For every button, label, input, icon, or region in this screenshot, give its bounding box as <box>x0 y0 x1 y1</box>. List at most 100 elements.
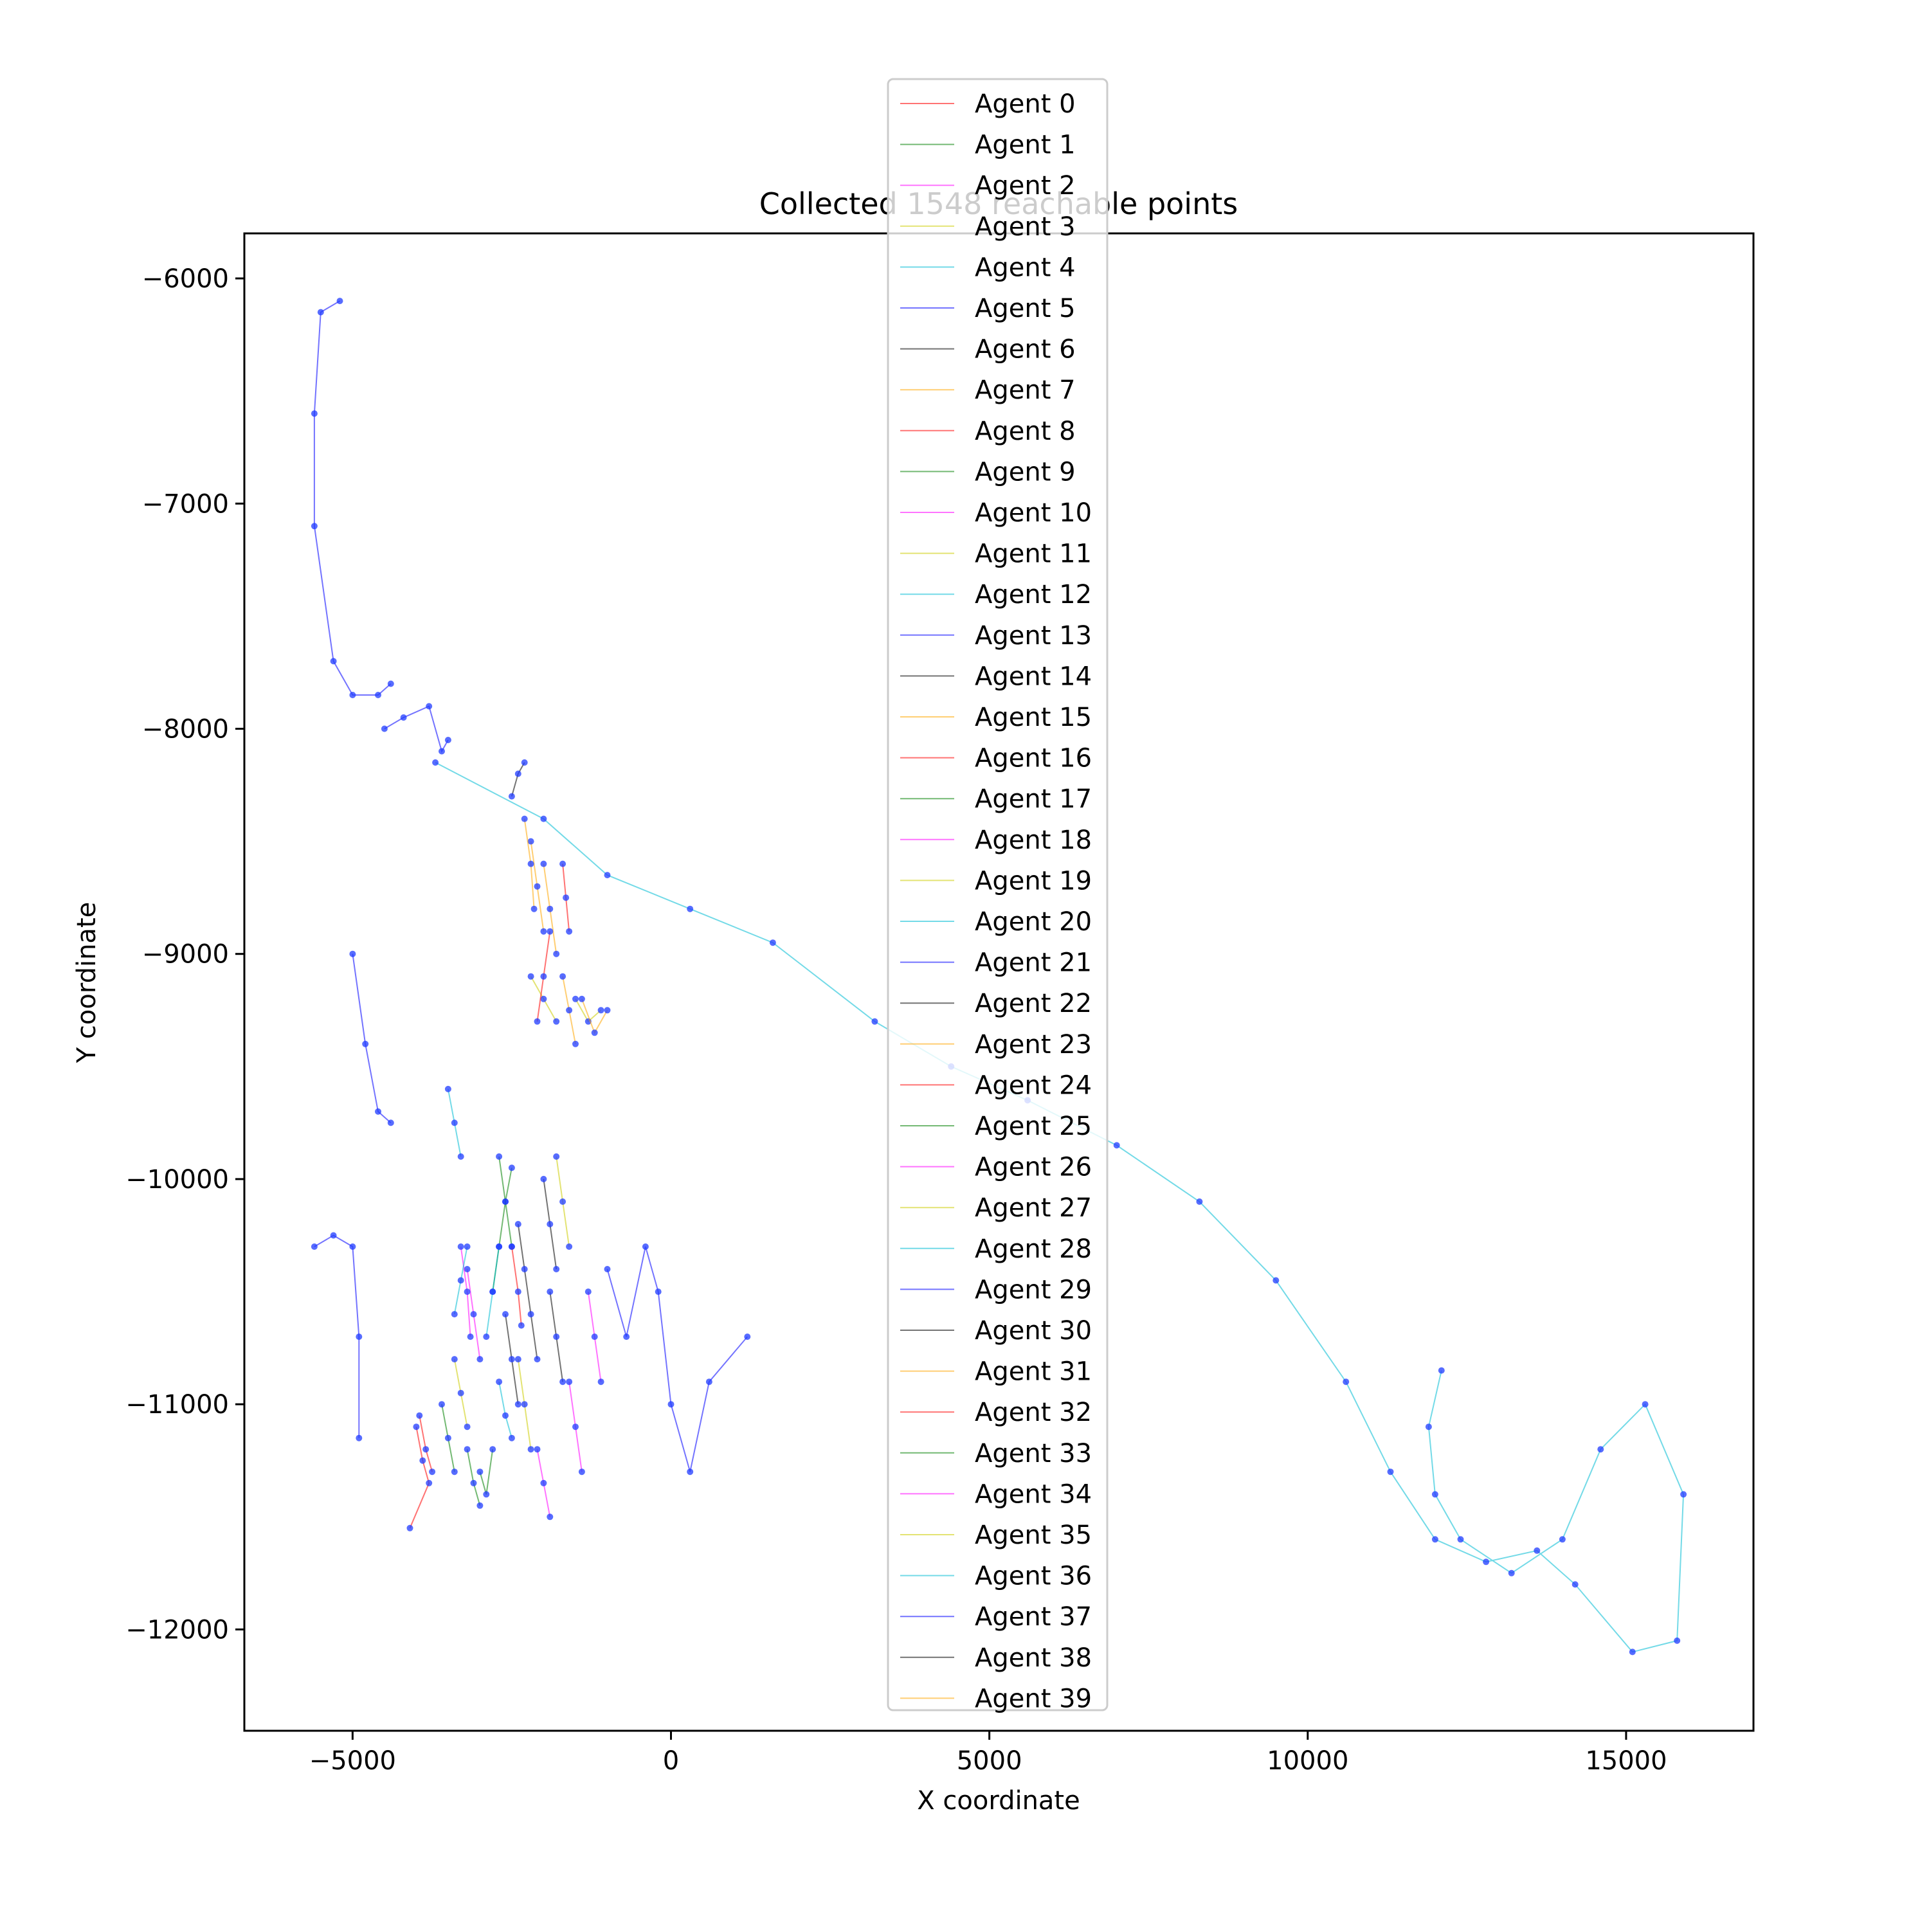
data-point <box>527 973 534 980</box>
data-point <box>1113 1142 1120 1149</box>
data-point <box>578 995 585 1002</box>
data-point <box>514 770 521 777</box>
data-point <box>451 1356 458 1363</box>
legend-label: Agent 6 <box>975 335 1076 365</box>
data-point <box>534 1356 541 1363</box>
data-point <box>467 1333 474 1341</box>
data-point <box>527 1446 534 1453</box>
data-point <box>502 1412 509 1419</box>
data-point <box>559 1198 566 1205</box>
data-point <box>496 1243 503 1250</box>
data-point <box>508 1164 515 1171</box>
data-point <box>444 1085 451 1092</box>
series-agent-20 <box>483 1243 503 1341</box>
data-point <box>597 1378 604 1386</box>
series-agent-25 <box>464 1446 484 1509</box>
legend-label: Agent 37 <box>975 1602 1092 1632</box>
legend-label: Agent 9 <box>975 457 1076 487</box>
data-point <box>527 860 534 867</box>
series-agent-16 <box>534 928 554 1025</box>
series-agent-18 <box>566 1378 585 1476</box>
legend-label: Agent 30 <box>975 1316 1092 1346</box>
data-point <box>496 1153 503 1160</box>
data-point <box>483 1333 490 1341</box>
data-point <box>642 1243 649 1250</box>
data-point <box>362 1040 369 1047</box>
legend-label: Agent 36 <box>975 1562 1092 1591</box>
data-point <box>1483 1558 1490 1566</box>
data-point <box>381 725 388 732</box>
series-agent-3 <box>527 973 560 1025</box>
data-point <box>457 1243 464 1250</box>
data-point <box>572 1423 579 1431</box>
data-point <box>330 658 337 665</box>
legend-label: Agent 18 <box>975 826 1092 855</box>
series-agent-22 <box>540 1175 560 1272</box>
data-point <box>540 815 547 822</box>
series-agent-30 <box>502 1311 521 1408</box>
legend-label: Agent 19 <box>975 866 1092 896</box>
x-axis: −5000 0 5000 10000 15000 <box>309 1731 1667 1776</box>
data-point <box>416 1412 423 1419</box>
x-tick-label: 5000 <box>957 1746 1022 1776</box>
data-point <box>521 1401 528 1408</box>
series-agent-6 <box>514 1221 541 1363</box>
series-agent-19 <box>514 1356 534 1453</box>
data-point <box>464 1243 471 1250</box>
y-tick-label: −9000 <box>142 940 229 970</box>
data-point <box>547 905 554 912</box>
data-point <box>553 1333 560 1341</box>
data-point <box>1438 1367 1445 1374</box>
legend-label: Agent 10 <box>975 498 1092 528</box>
legend-label: Agent 26 <box>975 1153 1092 1182</box>
data-point <box>514 1401 521 1408</box>
data-point <box>464 1288 471 1296</box>
data-point <box>566 928 573 935</box>
data-point <box>375 1108 381 1115</box>
data-point <box>566 1243 573 1250</box>
data-point <box>1431 1491 1438 1498</box>
series-agent-35 <box>451 1356 471 1431</box>
data-point <box>349 692 356 698</box>
data-point <box>444 1434 451 1441</box>
data-point <box>559 1378 566 1386</box>
data-point <box>470 1479 477 1486</box>
legend-items: Agent 0 Agent 1 Agent 2 Agent 3 Agent 4 Agent… <box>900 89 1092 1713</box>
data-point <box>349 950 356 957</box>
series-agent-7 <box>540 860 560 957</box>
data-point <box>1559 1536 1566 1543</box>
y-tick-label: −8000 <box>142 714 229 744</box>
legend-label: Agent 21 <box>975 948 1092 978</box>
data-point <box>1425 1423 1432 1431</box>
legend-label: Agent 13 <box>975 621 1092 651</box>
series-agent-0 <box>406 1423 433 1531</box>
x-tick-label: −5000 <box>309 1746 396 1776</box>
data-point <box>422 1446 430 1453</box>
x-tick-label: 0 <box>663 1746 679 1776</box>
legend-label: Agent 3 <box>975 212 1076 242</box>
data-point <box>547 928 554 935</box>
legend-label: Agent 33 <box>975 1439 1092 1468</box>
data-point <box>540 860 547 867</box>
data-point <box>553 950 560 957</box>
legend-label: Agent 25 <box>975 1112 1092 1141</box>
data-point <box>1431 1536 1438 1543</box>
data-point <box>483 1491 490 1498</box>
data-point <box>518 1322 525 1329</box>
legend-label: Agent 38 <box>975 1643 1092 1673</box>
data-point <box>1629 1648 1636 1656</box>
series-line <box>409 1427 430 1529</box>
data-point <box>604 1007 611 1014</box>
data-point <box>623 1333 630 1341</box>
legend-label: Agent 22 <box>975 989 1092 1018</box>
data-point <box>413 1423 420 1431</box>
legend-label: Agent 11 <box>975 539 1092 569</box>
data-point <box>534 1446 541 1453</box>
series-agent-14 <box>508 759 528 800</box>
series-line <box>352 953 392 1124</box>
legend-label: Agent 31 <box>975 1357 1092 1387</box>
data-point <box>1674 1637 1681 1644</box>
legend-label: Agent 24 <box>975 1070 1092 1100</box>
data-point <box>547 1513 554 1521</box>
